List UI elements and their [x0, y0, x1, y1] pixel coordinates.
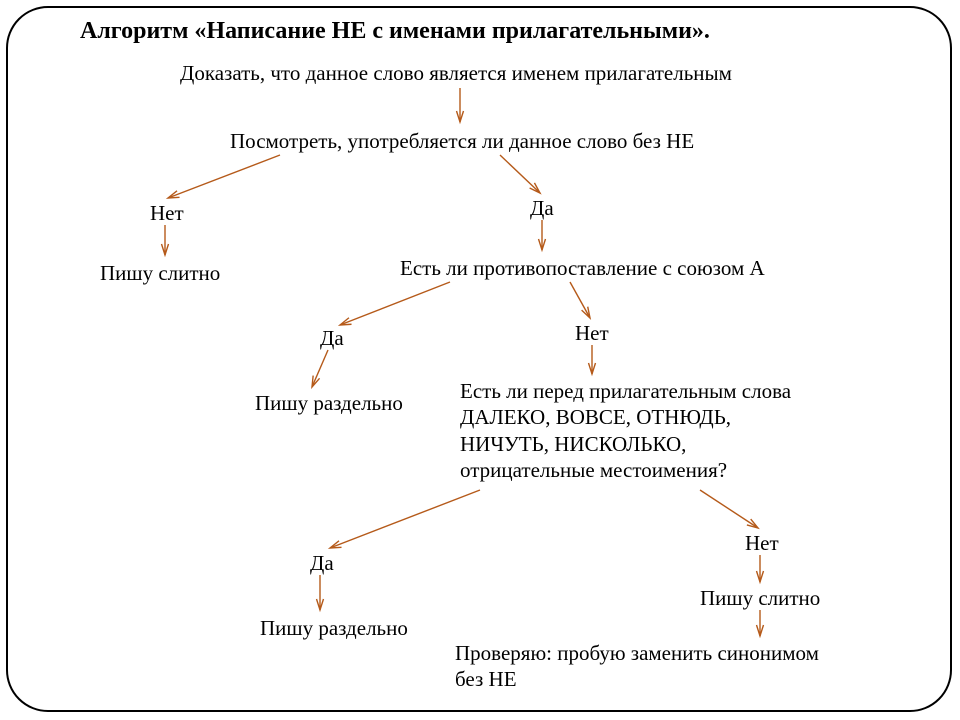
flow-node-n3: Нет — [150, 200, 184, 226]
flow-node-n13: Пишу раздельно — [260, 615, 408, 641]
flow-node-n1: Доказать, что данное слово является имен… — [180, 60, 732, 86]
flow-node-n14: Пишу слитно — [700, 585, 820, 611]
flow-node-n15: Проверяю: пробую заменить синонимом без … — [455, 640, 819, 693]
flow-node-n11: Да — [310, 550, 334, 576]
flow-node-n5: Пишу слитно — [100, 260, 220, 286]
flow-node-n9: Пишу раздельно — [255, 390, 403, 416]
flow-node-n6: Есть ли противопоставление с союзом А — [400, 255, 765, 281]
flow-node-n10: Есть ли перед прилагательным слова ДАЛЕК… — [460, 378, 791, 483]
flow-node-n4: Да — [530, 195, 554, 221]
flow-node-n7: Да — [320, 325, 344, 351]
flow-node-n2: Посмотреть, употребляется ли данное слов… — [230, 128, 694, 154]
diagram-title: Алгоритм «Написание НЕ с именами прилага… — [80, 18, 710, 45]
flow-node-n12: Нет — [745, 530, 779, 556]
flow-node-n8: Нет — [575, 320, 609, 346]
